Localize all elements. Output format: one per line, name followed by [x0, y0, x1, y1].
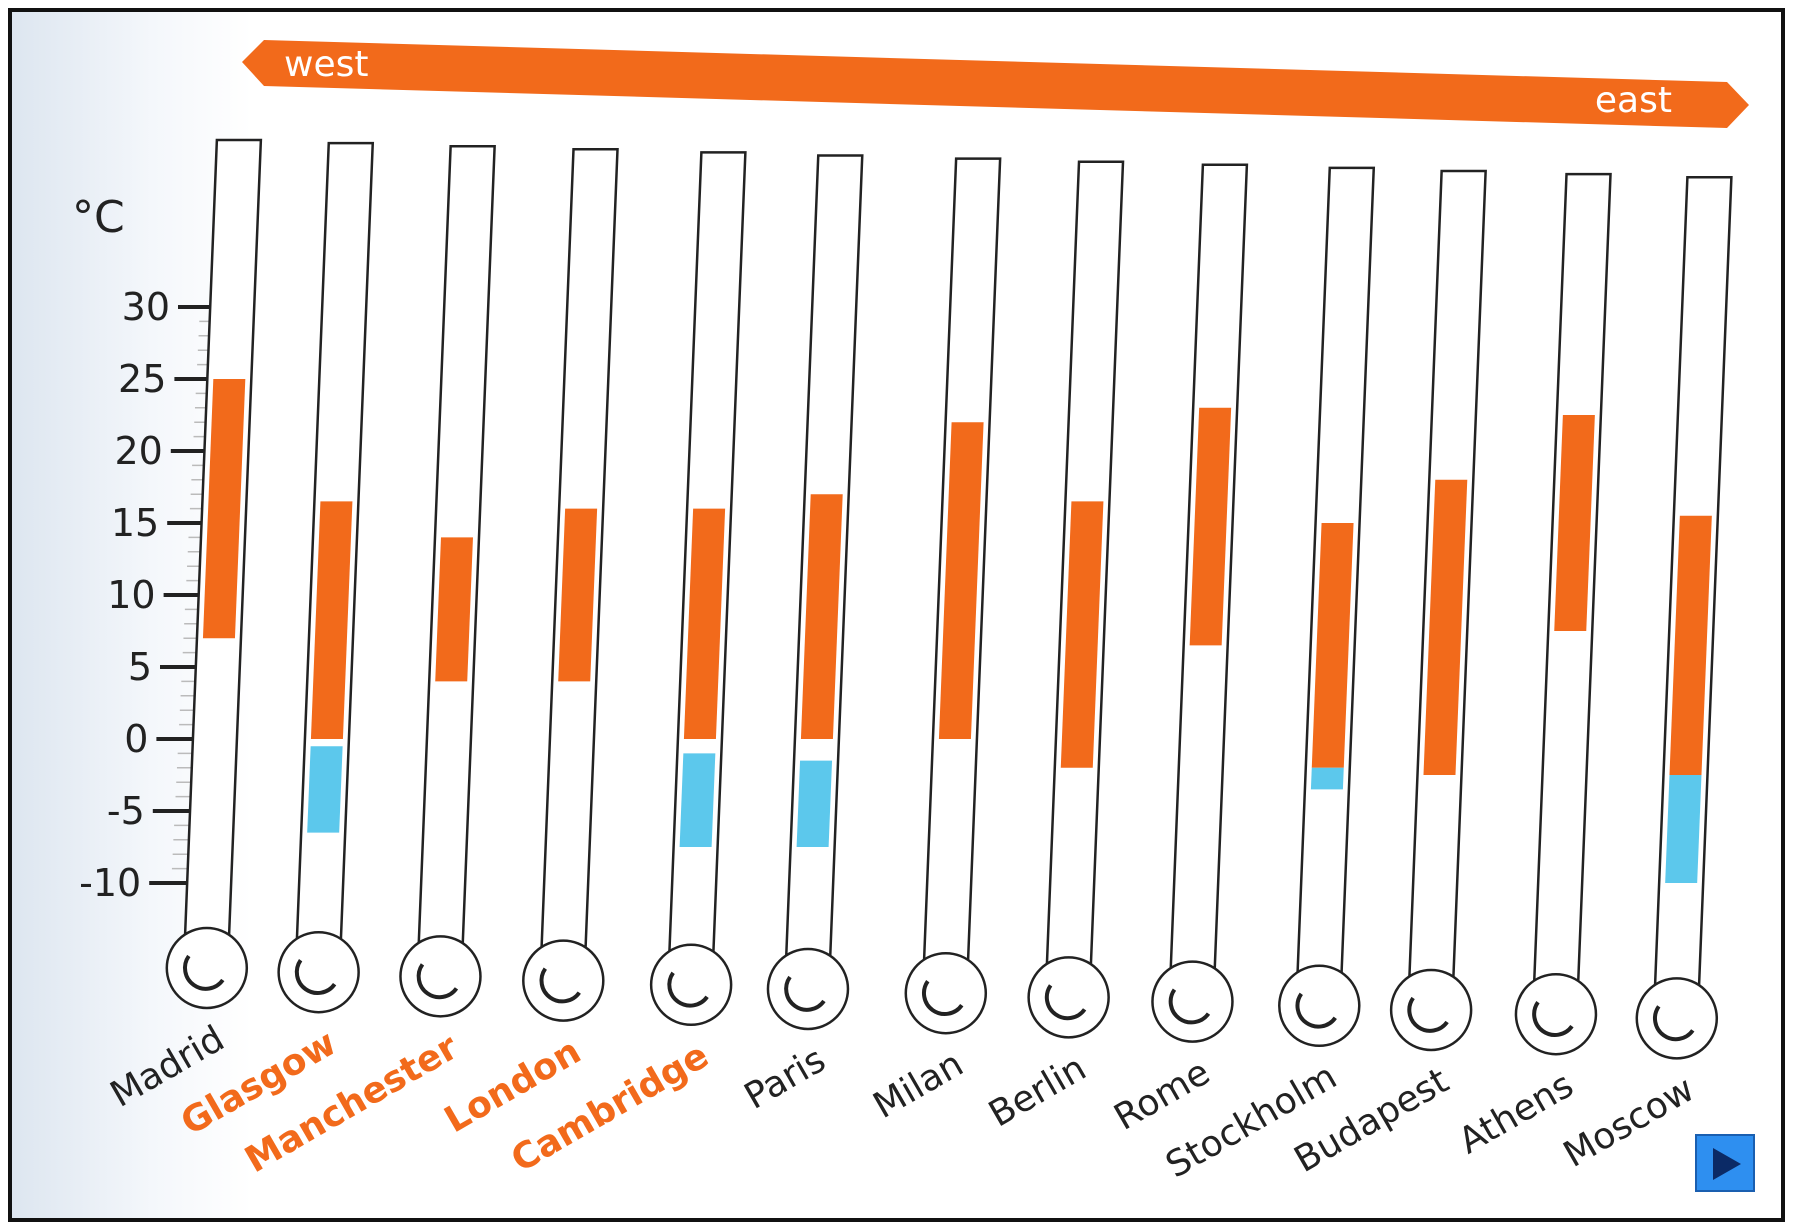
bulb-highlight	[183, 954, 225, 991]
city-label: Milan	[867, 1043, 971, 1126]
bulb-highlight	[294, 959, 337, 995]
thermometer-bulb	[1389, 968, 1473, 1052]
thermometer-bulb	[1635, 977, 1719, 1060]
axis-unit-label: °C	[72, 192, 125, 243]
city-label: Moscow	[1557, 1069, 1701, 1176]
thermometer	[649, 151, 747, 1027]
temperature-range-bar	[1669, 515, 1712, 775]
tick-label: 5	[128, 645, 152, 689]
thermometer	[1514, 172, 1612, 1056]
thermometer	[1635, 175, 1733, 1060]
temperature-range-bar	[1311, 523, 1354, 768]
bulb-highlight	[539, 967, 581, 1004]
bulb-highlight	[667, 971, 709, 1008]
bulb-highlight	[1407, 996, 1449, 1033]
thermometer-chart: west east °C 30 25 20 15 10 5 0 -5 -10 MadridGla…	[72, 40, 1749, 1186]
temperature-range-bar	[310, 501, 353, 739]
next-slide-button[interactable]	[1695, 1134, 1755, 1192]
thermometer	[522, 148, 619, 1022]
tick-label: 20	[114, 429, 162, 473]
play-triangle-icon	[1713, 1148, 1741, 1180]
thermometer-bulb	[399, 935, 482, 1018]
temperature-range-bar	[800, 494, 843, 739]
tick-label: 0	[124, 717, 148, 761]
temperature-range-bar	[558, 508, 598, 682]
below-zero-range-bar	[679, 753, 716, 847]
thermometer-bulb	[649, 943, 733, 1027]
tick-label: 10	[107, 573, 155, 617]
below-zero-range-bar	[1665, 775, 1702, 883]
thermometer-bulb	[766, 947, 850, 1031]
thermometer	[1027, 160, 1125, 1039]
below-zero-range-bar	[307, 746, 343, 833]
thermometer-bulb	[1514, 972, 1598, 1056]
city-label: Manchester	[238, 1027, 465, 1182]
bulb-highlight	[1168, 988, 1211, 1025]
thermometer	[399, 144, 496, 1018]
bulb-highlight	[1295, 992, 1337, 1029]
thermometer-bulb	[165, 926, 249, 1010]
thermometer	[1151, 163, 1249, 1043]
city-label: Berlin	[982, 1048, 1093, 1136]
city-label: Rome	[1108, 1052, 1217, 1139]
bulb-highlight	[1653, 1005, 1695, 1042]
thermometer	[766, 154, 864, 1031]
temperature-range-bar	[435, 537, 473, 682]
temperature-range-bar	[1554, 415, 1595, 631]
bulb-highlight	[784, 975, 826, 1012]
tick-label: 25	[118, 357, 166, 401]
thermometer	[1389, 169, 1487, 1052]
temperature-range-bar	[938, 422, 984, 739]
tick-label: -5	[107, 789, 145, 833]
tick-label: -10	[79, 861, 141, 905]
thermometer	[1278, 166, 1376, 1048]
banner-east-label: east	[1595, 80, 1672, 121]
temperature-range-bar	[202, 379, 246, 639]
temperature-range-bar	[1060, 501, 1104, 768]
thermometer	[904, 157, 1002, 1035]
bulb-highlight	[416, 963, 459, 1000]
tick-label: 30	[122, 285, 170, 329]
below-zero-range-bar	[1310, 767, 1344, 790]
thermometer-bulb	[277, 930, 360, 1014]
city-label: Paris	[738, 1039, 833, 1117]
tick-label: 15	[111, 501, 159, 545]
banner-west-label: west	[284, 44, 368, 85]
thermometer	[277, 141, 375, 1014]
temperature-range-bar	[683, 508, 726, 739]
bulb-highlight	[922, 980, 964, 1016]
bulb-highlight	[1532, 1001, 1574, 1037]
below-zero-range-bar	[796, 760, 833, 847]
chart-frame: west east °C 30 25 20 15 10 5 0 -5 -10 Madrid Gla…	[8, 8, 1785, 1222]
bulb-highlight	[1044, 984, 1087, 1021]
thermometer-bulb	[1151, 960, 1234, 1043]
thermometer	[165, 138, 263, 1010]
thermometer-bulb	[522, 939, 605, 1022]
temperature-range-bar	[1423, 479, 1468, 775]
west-east-banner	[242, 40, 1749, 128]
temperature-range-bar	[1189, 407, 1232, 646]
thermometer-bulb	[1278, 964, 1361, 1048]
thermometer-bulb	[904, 951, 988, 1035]
thermometer-bulb	[1027, 956, 1110, 1039]
